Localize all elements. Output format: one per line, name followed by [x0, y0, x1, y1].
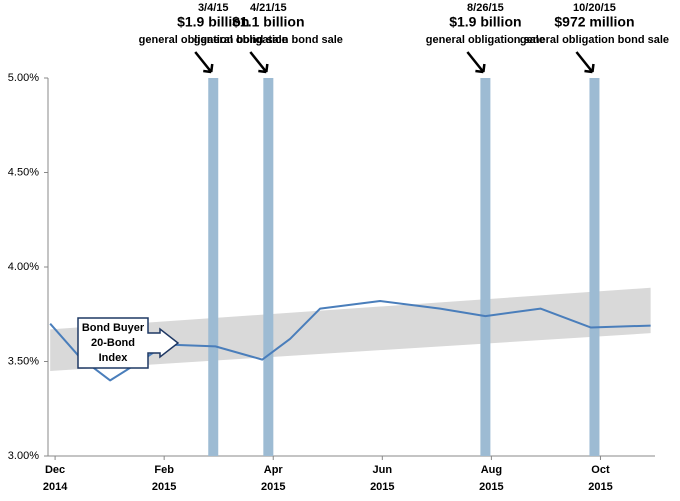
x-tick-label-line: Oct: [591, 464, 610, 476]
x-tick-label: Feb 2015: [152, 464, 176, 493]
x-tick-label-line: 2014: [43, 481, 68, 493]
event-description: general obligation bond sale: [139, 34, 288, 46]
event-description: general obligation bond sale: [194, 34, 343, 46]
event-amount: $1.1 billion: [232, 14, 304, 30]
event-bar: [589, 78, 600, 456]
event-bar: [480, 78, 491, 456]
event-arrow: [194, 51, 214, 74]
event-amount: $1.9 billion: [177, 14, 249, 30]
y-tick-label: 3.50%: [8, 355, 39, 367]
event-date: 3/4/15: [198, 2, 229, 14]
x-tick-label-line: Dec: [45, 464, 65, 476]
x-tick-label-line: Apr: [264, 464, 284, 476]
x-tick-label: Dec 2014: [43, 464, 68, 493]
x-tick-label-line: 2015: [152, 481, 176, 493]
x-tick-label-line: 2015: [261, 481, 285, 493]
event-amount: $972 million: [554, 14, 634, 30]
x-tick-label-line: Jun: [373, 464, 393, 476]
event-arrow: [466, 51, 486, 74]
event-date: 4/21/15: [250, 2, 287, 14]
x-tick-label-line: 2015: [479, 481, 503, 493]
x-tick-label: Oct 2015: [588, 464, 612, 493]
callout-box: [77, 317, 180, 369]
event-arrow: [249, 51, 269, 74]
event-date: 10/20/15: [573, 2, 616, 14]
event-amount: $1.9 billion: [449, 14, 521, 30]
x-tick-label-line: Feb: [154, 464, 174, 476]
event-description: general obligation bond sale: [520, 34, 669, 46]
x-tick-label-line: 2015: [370, 481, 394, 493]
y-tick-label: 3.00%: [8, 450, 39, 462]
x-tick-label: Apr 2015: [261, 464, 285, 493]
line: [49, 300, 651, 382]
event-date: 8/26/15: [467, 2, 504, 14]
y-tick-label: 4.50%: [8, 166, 39, 178]
event-arrow: [575, 51, 595, 74]
x-tick-label: Aug 2015: [479, 464, 503, 493]
x-tick-label: Jun 2015: [370, 464, 394, 493]
callout-text: Bond Buyer: [82, 322, 145, 334]
x-tick-label-line: Aug: [481, 464, 502, 476]
y-tick-label: 5.00%: [8, 72, 39, 84]
callout-text: Index: [99, 352, 129, 364]
event-bar: [263, 78, 274, 456]
band: [50, 287, 651, 371]
y-tick-label: 4.00%: [8, 261, 39, 273]
event-description: general obligation sale: [426, 34, 545, 46]
event-bar: [208, 78, 219, 456]
callout-text: 20-Bond: [91, 337, 135, 349]
x-tick-label-line: 2015: [588, 481, 612, 493]
